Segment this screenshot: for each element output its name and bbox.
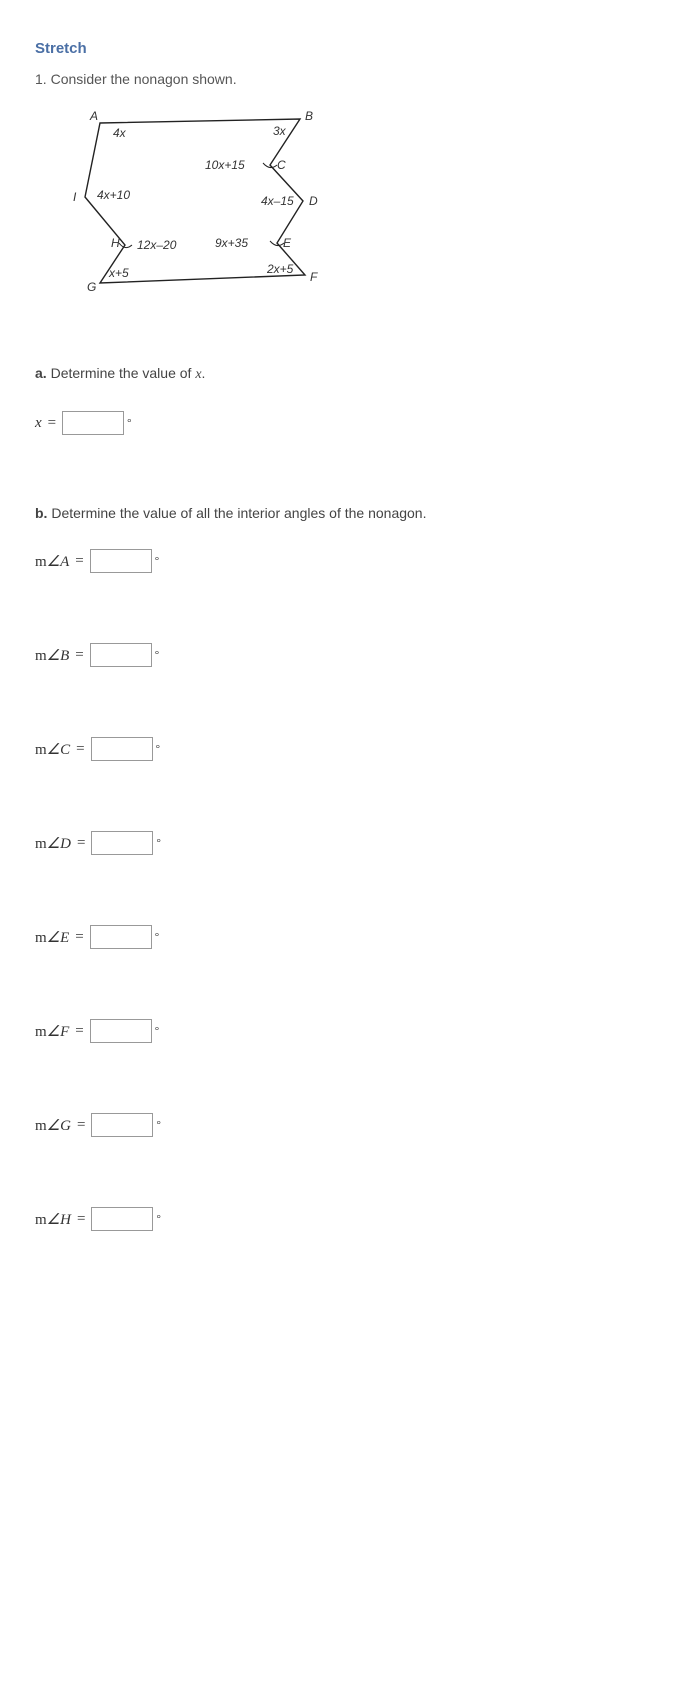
angle-h-lhs: m∠H <box>35 1210 71 1229</box>
answer-x-lhs: x <box>35 415 42 432</box>
vertex-label-b: B <box>305 109 313 123</box>
nonagon-figure: A B C D E F G H I 4x 3x 10x+15 4x+10 4x–… <box>45 105 365 325</box>
equals-sign: = <box>77 1117 85 1134</box>
figure-container: A B C D E F G H I 4x 3x 10x+15 4x+10 4x–… <box>45 105 662 325</box>
section-heading: Stretch <box>35 40 662 57</box>
equals-sign: = <box>75 929 83 946</box>
label-12xm20: 12x–20 <box>137 238 177 252</box>
degree-symbol: ° <box>156 743 160 755</box>
question-number: 1. <box>35 71 47 87</box>
answer-x-input[interactable] <box>62 411 124 435</box>
equals-sign: = <box>77 1211 85 1228</box>
answer-angle-c-input[interactable] <box>91 737 153 761</box>
answer-angle-g-input[interactable] <box>91 1113 153 1137</box>
equals-sign: = <box>75 647 83 664</box>
answer-angle-d-input[interactable] <box>91 831 153 855</box>
part-a-prompt: a. Determine the value of x. <box>35 365 662 383</box>
label-3x: 3x <box>273 124 287 138</box>
degree-symbol: ° <box>155 649 159 661</box>
angle-d-lhs: m∠D <box>35 834 71 853</box>
angle-c-lhs: m∠C <box>35 740 70 759</box>
label-10x15: 10x+15 <box>205 158 245 172</box>
angle-g-lhs: m∠G <box>35 1116 71 1135</box>
answer-angle-d-row: m∠D = ° <box>35 831 662 855</box>
angle-a-lhs: m∠A <box>35 552 69 571</box>
label-4xm15: 4x–15 <box>261 194 294 208</box>
vertex-label-a: A <box>89 109 98 123</box>
degree-symbol: ° <box>155 931 159 943</box>
vertex-label-d: D <box>309 194 318 208</box>
answer-angle-e-input[interactable] <box>90 925 152 949</box>
answer-angle-h-row: m∠H = ° <box>35 1207 662 1231</box>
answer-angle-a-row: m∠A = ° <box>35 549 662 573</box>
vertex-label-i: I <box>73 190 77 204</box>
answer-angle-b-input[interactable] <box>90 643 152 667</box>
vertex-label-f: F <box>310 270 318 284</box>
answer-angle-g-row: m∠G = ° <box>35 1113 662 1137</box>
degree-symbol: ° <box>155 1025 159 1037</box>
label-x5: x+5 <box>108 266 129 280</box>
equals-sign: = <box>77 835 85 852</box>
answer-angle-c-row: m∠C = ° <box>35 737 662 761</box>
part-a-label: a. <box>35 365 47 381</box>
answer-angle-a-input[interactable] <box>90 549 152 573</box>
equals-sign: = <box>76 741 84 758</box>
angle-e-lhs: m∠E <box>35 928 69 947</box>
equals-sign: = <box>75 553 83 570</box>
question-text: Consider the nonagon shown. <box>51 71 237 87</box>
degree-symbol: ° <box>156 837 160 849</box>
part-b-prompt: b. Determine the value of all the interi… <box>35 505 662 521</box>
answer-angle-e-row: m∠E = ° <box>35 925 662 949</box>
part-b-label: b. <box>35 505 47 521</box>
answer-angle-f-row: m∠F = ° <box>35 1019 662 1043</box>
answer-angle-f-input[interactable] <box>90 1019 152 1043</box>
answer-angle-b-row: m∠B = ° <box>35 643 662 667</box>
vertex-label-c: C <box>277 158 286 172</box>
part-a-text: Determine the value of <box>51 365 196 381</box>
question-prompt: 1. Consider the nonagon shown. <box>35 71 662 87</box>
vertex-label-g: G <box>87 280 96 294</box>
vertex-label-h: H <box>111 236 120 250</box>
degree-symbol: ° <box>155 555 159 567</box>
answer-x-row: x = ° <box>35 411 662 435</box>
degree-symbol: ° <box>156 1119 160 1131</box>
vertex-label-e: E <box>283 236 292 250</box>
part-a-period: . <box>202 365 206 381</box>
part-b-text: Determine the value of all the interior … <box>51 505 426 521</box>
equals-sign: = <box>48 415 56 432</box>
equals-sign: = <box>75 1023 83 1040</box>
label-2x5: 2x+5 <box>266 262 294 276</box>
label-9x35: 9x+35 <box>215 236 248 250</box>
angle-f-lhs: m∠F <box>35 1022 69 1041</box>
label-4x10: 4x+10 <box>97 188 130 202</box>
label-4x: 4x <box>113 126 127 140</box>
degree-symbol: ° <box>127 417 131 429</box>
degree-symbol: ° <box>156 1213 160 1225</box>
answer-angle-h-input[interactable] <box>91 1207 153 1231</box>
angle-b-lhs: m∠B <box>35 646 69 665</box>
